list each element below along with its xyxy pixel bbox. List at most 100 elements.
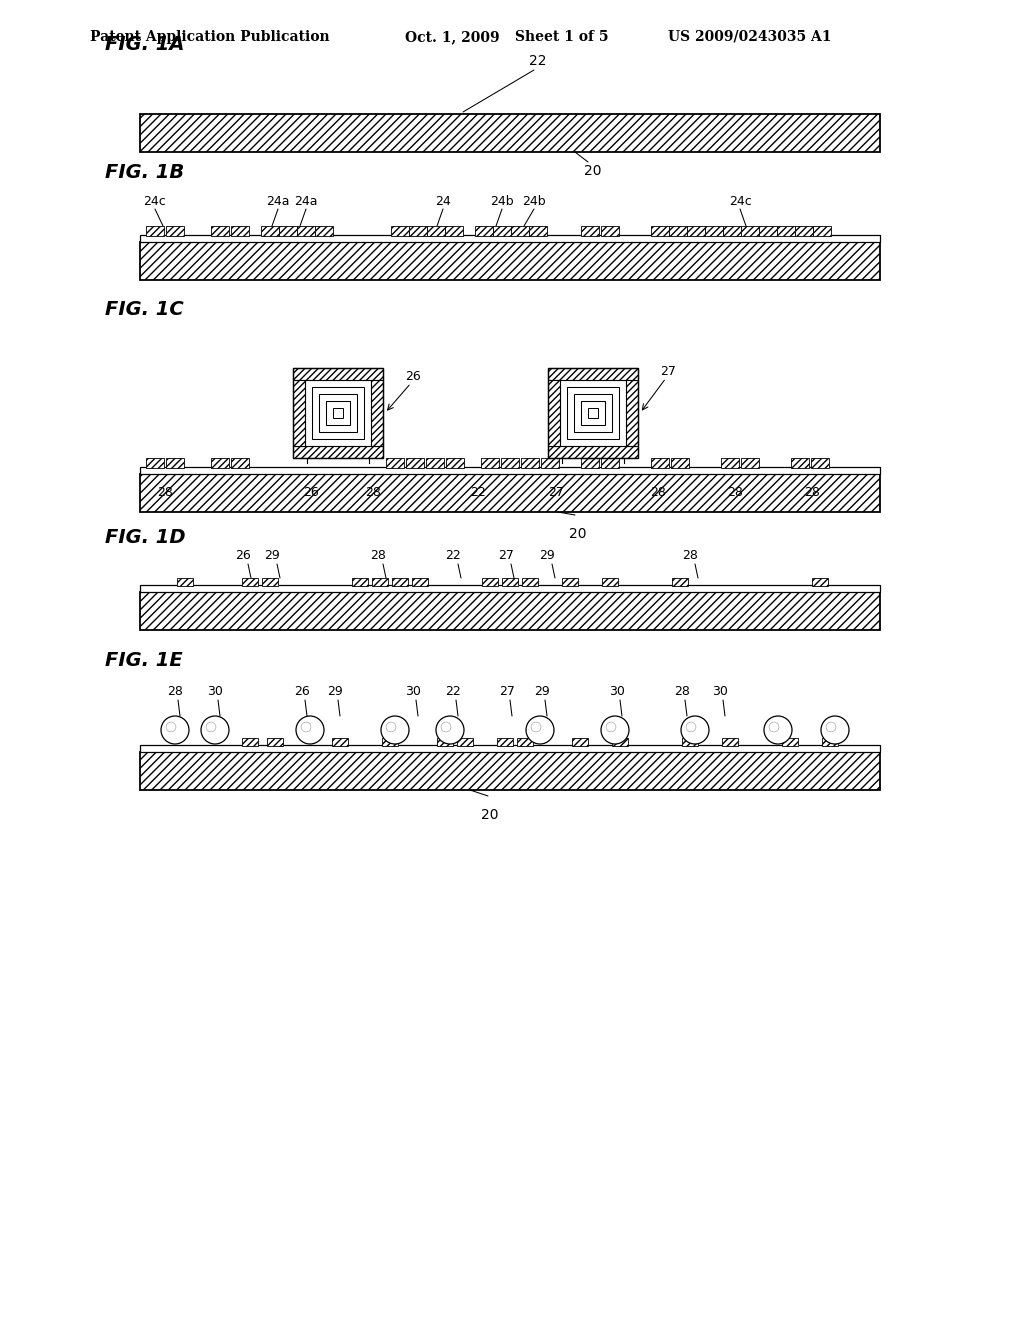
Text: 30: 30 [406,685,421,698]
Text: 27: 27 [548,486,564,499]
Text: 24c: 24c [143,195,166,209]
Text: 26: 26 [294,685,310,698]
Text: 26: 26 [303,486,318,499]
Bar [517,738,534,746]
Text: FIG. 1A: FIG. 1A [105,36,184,54]
Bar [406,458,424,469]
Bar [231,226,249,236]
Text: 30: 30 [609,685,625,698]
Text: 22: 22 [445,685,461,698]
Bar [671,458,689,469]
Bar [312,387,364,440]
Circle shape [601,715,629,744]
Bar [548,368,638,380]
Bar [548,380,560,446]
Bar [541,458,559,469]
Bar [140,235,880,242]
Bar [305,380,371,446]
Bar [687,226,705,236]
Text: 28: 28 [650,486,666,499]
Text: 28: 28 [157,486,173,499]
Text: 28: 28 [682,549,698,562]
Text: FIG. 1E: FIG. 1E [105,651,182,671]
Text: FIG. 1C: FIG. 1C [105,300,183,319]
Bar [572,738,588,746]
Bar [386,458,404,469]
Bar [211,458,229,469]
Bar [262,578,278,586]
Bar [457,738,473,746]
Bar [813,226,831,236]
Text: 29: 29 [535,685,550,698]
Bar [581,401,605,425]
Text: 29: 29 [539,549,555,562]
Text: Oct. 1, 2009: Oct. 1, 2009 [406,30,500,44]
Bar [412,578,428,586]
Bar [721,458,739,469]
Bar [567,387,618,440]
Bar [777,226,795,236]
Bar [548,368,638,458]
Bar [293,368,383,458]
Text: 28: 28 [370,549,386,562]
Text: 22: 22 [529,54,547,69]
Bar [560,380,626,446]
Text: 24c: 24c [729,195,752,209]
Bar [822,738,838,746]
Bar [297,226,315,236]
Text: 29: 29 [264,549,280,562]
Bar [332,738,348,746]
Bar [522,578,538,586]
Text: FIG. 1D: FIG. 1D [105,528,185,546]
Bar [211,226,229,236]
Bar [242,738,258,746]
Bar [382,738,398,746]
Bar [782,738,798,746]
Text: Patent Application Publication: Patent Application Publication [90,30,330,44]
Bar [612,738,628,746]
Bar [140,744,880,752]
Text: 27: 27 [498,549,514,562]
Text: FIG. 1B: FIG. 1B [105,162,184,182]
Bar [166,226,184,236]
Bar [529,226,547,236]
Bar [333,408,343,418]
Circle shape [296,715,324,744]
Bar [502,578,518,586]
Circle shape [436,715,464,744]
Text: 22: 22 [445,549,461,562]
Bar [672,578,688,586]
Bar [293,380,305,446]
Bar [482,578,498,586]
Text: 20: 20 [585,164,602,178]
Bar [293,368,383,380]
Bar [521,458,539,469]
Bar [795,226,813,236]
Bar [427,226,445,236]
Bar [651,458,669,469]
Circle shape [526,715,554,744]
Circle shape [681,715,709,744]
Bar [791,458,809,469]
Text: 28: 28 [674,685,690,698]
Bar [352,578,368,586]
Text: 30: 30 [712,685,728,698]
Bar [140,114,880,152]
Bar [741,458,759,469]
Text: 22: 22 [470,486,485,499]
Text: 20: 20 [481,808,499,822]
Text: US 2009/0243035 A1: US 2009/0243035 A1 [668,30,831,44]
Bar [811,458,829,469]
Bar [391,226,409,236]
Text: 30: 30 [207,685,223,698]
Text: 27: 27 [660,366,676,378]
Bar [140,585,880,591]
Text: 24a: 24a [266,195,290,209]
Bar [562,578,578,586]
Bar [481,458,499,469]
Circle shape [764,715,792,744]
Bar [315,226,333,236]
Bar [437,738,453,746]
Bar [741,226,759,236]
Bar [581,458,599,469]
